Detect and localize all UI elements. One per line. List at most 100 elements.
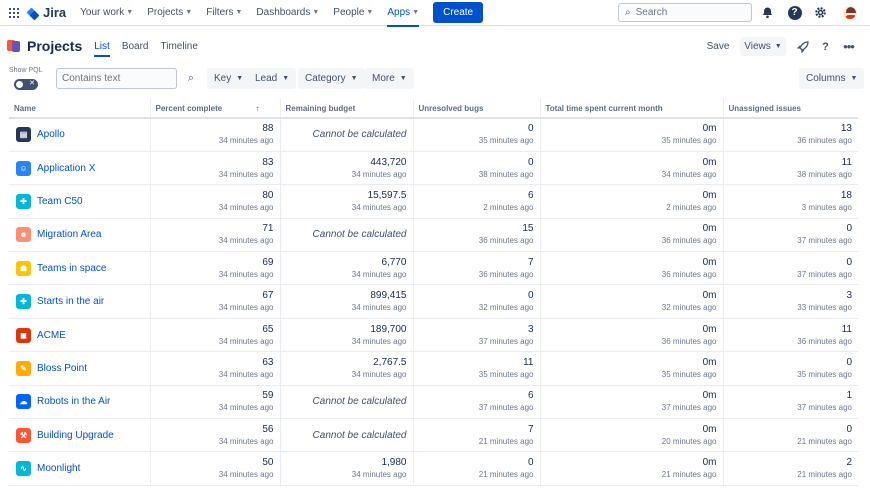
settings-gear-icon[interactable] — [813, 5, 828, 20]
nav-dashboards[interactable]: Dashboards ▼ — [256, 7, 319, 18]
chevron-down-icon: ▼ — [235, 9, 243, 16]
updated-time: 37 minutes ago — [797, 269, 852, 279]
notifications-icon[interactable] — [760, 5, 775, 20]
project-name-cell[interactable]: ⚒ Building Upgrade — [9, 418, 151, 453]
total-time-value: 0m — [702, 323, 717, 335]
project-name-link[interactable]: Migration Area — [37, 229, 102, 241]
project-name-link[interactable]: ACME — [37, 329, 66, 341]
nav-people[interactable]: People ▼ — [333, 7, 373, 18]
project-name-link[interactable]: Starts in the air — [37, 296, 105, 308]
project-name-link[interactable]: Moonlight — [37, 463, 81, 475]
tab-timeline[interactable]: Timeline — [161, 32, 198, 60]
robot-icon: ☗ — [16, 260, 31, 276]
project-name-cell[interactable]: ☗ Teams in space — [9, 251, 151, 286]
unresolved-bugs-cell: 0 35 minutes ago — [413, 118, 541, 152]
table-row[interactable]: ✎ Bloss Point 63 34 minutes ago 2,767.5 34 mi… — [9, 351, 858, 386]
nav-label: Filters — [206, 7, 234, 18]
table-row[interactable]: ◼ ACME 65 34 minutes ago 189,700 34 minutes a… — [9, 318, 858, 353]
category-filter-button[interactable]: Category ▼ — [298, 68, 365, 89]
unresolved-bugs-cell: 6 37 minutes ago — [413, 385, 541, 420]
percent-complete-cell: 59 34 minutes ago — [150, 385, 281, 420]
total-time-cell: 0m 32 minutes ago — [540, 284, 724, 319]
column-header-unassigned-issues[interactable]: Unassigned issues — [723, 99, 858, 119]
more-filter-button[interactable]: More ▼ — [365, 68, 414, 89]
tab-label: List — [94, 40, 110, 52]
column-header-name[interactable]: Name — [9, 99, 151, 119]
project-name-cell[interactable]: ▤ Apollo — [9, 118, 151, 152]
table-row[interactable]: ✚ Team C50 80 34 minutes ago 15,597.5 34 minu… — [9, 184, 858, 219]
nav-projects[interactable]: Projects ▼ — [147, 7, 192, 18]
help-question-icon[interactable]: ? — [822, 40, 829, 53]
unassigned-issues-cell: 0 21 minutes ago — [723, 418, 858, 453]
updated-time: 36 minutes ago — [661, 236, 717, 246]
project-name-cell[interactable]: ◼ ACME — [9, 318, 151, 353]
project-name-cell[interactable]: ☺ Application X — [9, 151, 151, 186]
columns-button[interactable]: Columns ▼ — [799, 68, 865, 89]
project-name-link[interactable]: Team C50 — [37, 195, 83, 207]
sort-ascending-icon[interactable]: ↑ — [255, 103, 260, 113]
column-header-percent-complete[interactable]: Percent complete ↑ — [150, 99, 281, 119]
remaining-budget-value: Cannot be calculated — [312, 229, 407, 241]
project-name-link[interactable]: Bloss Point — [37, 362, 88, 374]
user-avatar[interactable] — [842, 5, 857, 20]
global-search-input[interactable]: ⌕ Search — [618, 3, 752, 22]
percent-complete-value: 83 — [262, 156, 274, 168]
help-icon[interactable]: ? — [787, 5, 802, 20]
chevron-down-icon: ▼ — [126, 9, 134, 16]
updated-time: 2 minutes ago — [483, 202, 534, 212]
key-filter-button[interactable]: Key ▼ — [207, 68, 251, 89]
table-row[interactable]: ∿ Moonlight 50 34 minutes ago 1,980 34 minute… — [9, 451, 858, 486]
unassigned-issues-cell: 18 3 minutes ago — [723, 184, 858, 219]
project-name-link[interactable]: Apollo — [37, 129, 65, 141]
save-button[interactable]: Save — [700, 37, 736, 56]
project-name-cell[interactable]: ☁ Robots in the Air — [9, 385, 151, 420]
rocket-icon[interactable] — [795, 39, 810, 54]
project-name-link[interactable]: Teams in space — [37, 262, 107, 274]
header-label: Unassigned issues — [728, 103, 801, 113]
nav-your-work[interactable]: Your work ▼ — [80, 7, 133, 18]
show-pql-toggle[interactable] — [14, 79, 38, 90]
table-row[interactable]: ▤ Apollo 88 34 minutes ago Cannot be calcula… — [9, 118, 858, 152]
app-name: Jira — [43, 5, 67, 20]
tab-board[interactable]: Board — [122, 32, 149, 60]
project-name-link[interactable]: Application X — [37, 162, 96, 174]
updated-time: 21 minutes ago — [661, 470, 717, 480]
project-name-link[interactable]: Building Upgrade — [37, 429, 114, 441]
table-row[interactable]: ☻ Migration Area 71 34 minutes ago Cannot be… — [9, 218, 858, 253]
updated-time: 35 minutes ago — [661, 369, 717, 379]
table-row[interactable]: ☺ Application X 83 34 minutes ago 443,720 34 … — [9, 151, 858, 186]
project-name-cell[interactable]: ∿ Moonlight — [9, 451, 151, 486]
column-header-remaining-budget[interactable]: Remaining budget — [280, 99, 414, 119]
unresolved-bugs-value: 11 — [523, 356, 534, 368]
table-row[interactable]: ☁ Robots in the Air 59 34 minutes ago Cannot… — [9, 385, 858, 420]
table-row[interactable]: ⚒ Building Upgrade 56 34 minutes ago Cannot … — [9, 418, 858, 453]
app-switcher-icon[interactable] — [9, 7, 19, 18]
unassigned-issues-cell: 13 36 minutes ago — [723, 118, 858, 152]
project-name-cell[interactable]: ✚ Team C50 — [9, 184, 151, 219]
more-actions-icon[interactable]: ••• — [843, 39, 855, 54]
remaining-budget-value: 189,700 — [370, 323, 407, 335]
lead-filter-button[interactable]: Lead ▼ — [248, 68, 297, 89]
contains-text-input[interactable] — [56, 68, 177, 89]
jira-logo[interactable]: Jira — [26, 5, 67, 20]
total-time-cell: 0m 20 minutes ago — [540, 418, 724, 453]
remaining-budget-cell: Cannot be calculated — [280, 418, 414, 453]
search-icon[interactable]: ⌕ — [187, 72, 195, 84]
nav-apps[interactable]: Apps ▼ — [387, 0, 419, 27]
project-name-cell[interactable]: ✎ Bloss Point — [9, 351, 151, 386]
create-button[interactable]: Create — [433, 2, 484, 23]
tab-list[interactable]: List — [94, 32, 110, 60]
views-button[interactable]: Views ▼ — [740, 37, 786, 56]
table-row[interactable]: ☗ Teams in space 69 34 minutes ago 6,770 34 m… — [9, 251, 858, 286]
header-label: Unresolved bugs — [418, 103, 484, 113]
project-name-cell[interactable]: ☻ Migration Area — [9, 218, 151, 253]
project-name-cell[interactable]: ✚ Starts in the air — [9, 284, 151, 319]
percent-complete-cell: 56 34 minutes ago — [150, 418, 281, 453]
nav-filters[interactable]: Filters ▼ — [206, 7, 242, 18]
unassigned-issues-cell: 0 37 minutes ago — [723, 251, 858, 286]
column-header-unresolved-bugs[interactable]: Unresolved bugs — [413, 99, 541, 119]
table-row[interactable]: ✚ Starts in the air 67 34 minutes ago 899,41… — [9, 284, 858, 319]
column-header-total-time[interactable]: Total time spent current month — [540, 99, 724, 119]
face-icon: ☺ — [16, 160, 31, 176]
project-name-link[interactable]: Robots in the Air — [37, 396, 111, 408]
